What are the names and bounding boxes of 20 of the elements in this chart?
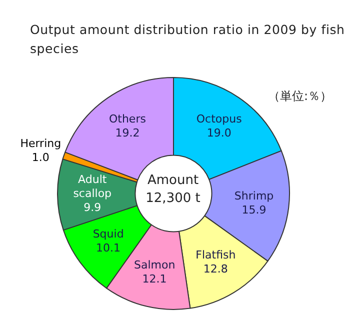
text: （単位:％）: [268, 88, 332, 105]
chart-title: Output amount distribution ratio in 2009 by fish species: [30, 21, 346, 58]
data-label: 19.0: [206, 126, 232, 140]
data-label: 10.1: [96, 242, 121, 255]
text: 12,300 t: [144, 190, 202, 208]
slice-label: Octopus: [196, 112, 242, 126]
data-label: 1.0: [32, 150, 50, 164]
data-label: 9.9: [84, 201, 102, 214]
data-label: 12.1: [142, 272, 167, 286]
slice-label: Flatfish: [196, 248, 236, 262]
slice-label: Squid: [92, 228, 124, 241]
text: Amount: [146, 172, 200, 190]
slice-label: Herring: [20, 136, 62, 150]
slice-label: Salmon: [134, 258, 176, 272]
slice-label: Adult scallop: [73, 173, 112, 200]
slice-label: Others: [108, 112, 146, 126]
data-label: 12.8: [203, 262, 228, 276]
slice-label: Shrimp: [234, 189, 274, 202]
data-label: 15.9: [242, 203, 266, 216]
data-label: 19.2: [115, 126, 140, 140]
